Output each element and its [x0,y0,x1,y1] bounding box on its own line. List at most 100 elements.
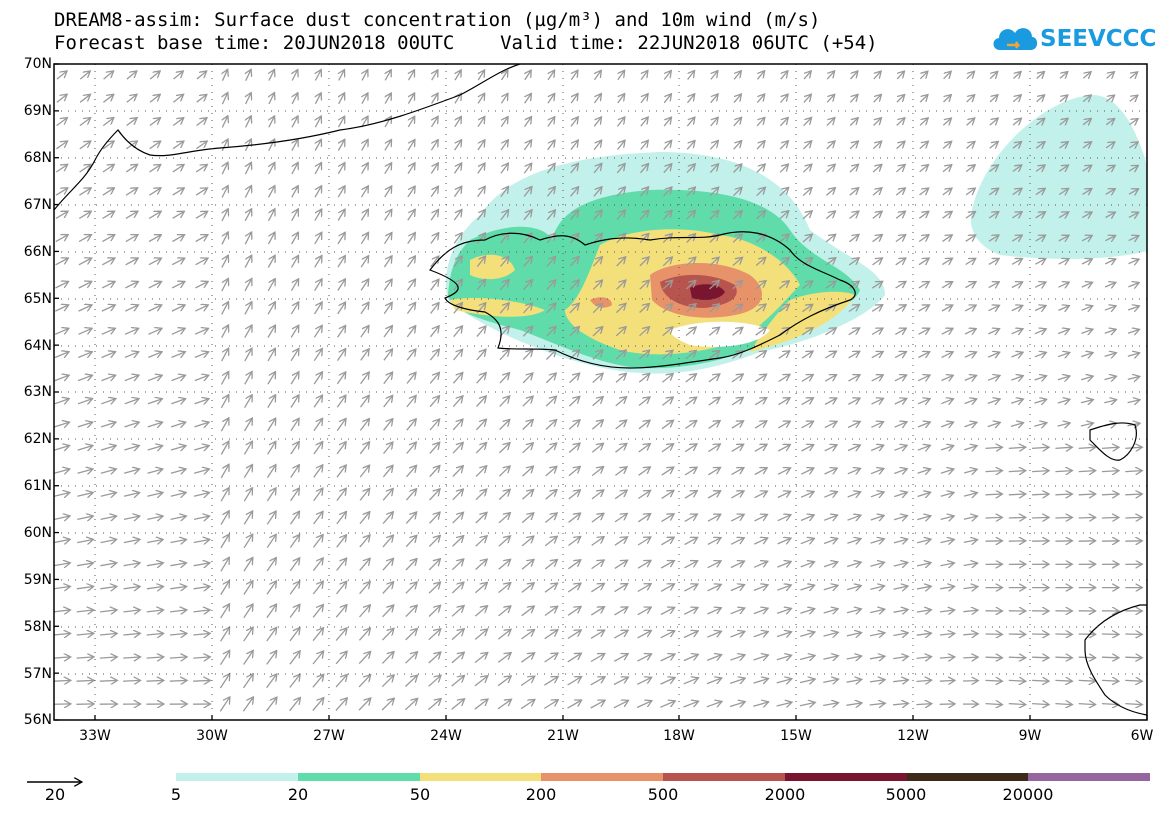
wind-arrow [1012,95,1021,102]
wind-arrow [430,209,438,221]
wind-arrow [869,633,885,636]
colorbar-label: 5000 [885,785,927,804]
wind-arrow [147,446,163,450]
wind-arrow [428,675,441,687]
wind-arrow [246,93,252,105]
wind-arrow [269,69,275,81]
wind-arrow [988,188,998,195]
wind-arrow [613,630,628,639]
wind-arrow [1081,376,1093,380]
wind-arrow [314,186,322,198]
wind-arrow [220,604,230,619]
wind-arrow [54,633,70,635]
wind-arrow [964,399,977,404]
wind-arrow [663,71,671,80]
wind-arrow [918,305,930,311]
wind-arrow [290,279,298,292]
wind-arrow [662,280,673,290]
wind-arrow [548,70,555,81]
wind-arrow [383,372,393,385]
wind-arrow [499,256,509,267]
wind-arrow [940,422,953,427]
wind-arrow [1128,283,1139,287]
wind-arrow [124,352,139,358]
wind-arrow [637,607,652,616]
wind-arrow [778,281,789,290]
wind-arrow [709,211,719,220]
wind-arrow [709,187,719,197]
colorbar-segment [297,773,420,781]
wind-arrow [1058,306,1069,311]
wind-arrow [267,255,275,268]
colorbar-label: 200 [525,785,557,804]
wind-arrow [846,679,862,682]
wind-arrow [1128,212,1139,217]
wind-arrow [731,468,744,476]
wind-arrow [54,422,70,427]
wind-arrow [314,279,322,291]
wind-arrow [570,210,579,221]
wind-arrow [54,399,70,404]
wind-arrow [544,606,558,617]
wind-arrow [103,71,114,80]
wind-arrow [893,610,909,613]
wind-arrow [453,349,463,361]
wind-arrow [522,466,534,477]
wind-arrow [54,469,70,473]
wind-arrow [663,187,672,197]
wind-arrow [1011,376,1023,380]
wind-arrow [662,257,672,267]
wind-arrow [521,653,534,663]
wind-arrow [615,373,626,383]
wind-arrow [359,512,370,525]
wind-arrow [568,420,580,430]
wind-arrow [406,326,415,338]
wind-arrow [78,211,91,219]
wind-arrow [360,326,369,338]
wind-arrow [269,116,275,128]
wind-arrow [987,352,1000,357]
wind-arrow [1008,517,1026,518]
wind-arrow [1081,259,1092,264]
wind-arrow [1105,119,1114,125]
wind-arrow [335,581,347,595]
wind-arrow [407,140,415,151]
wind-arrow [872,188,882,196]
wind-arrow [100,539,117,542]
wind-arrow [244,209,251,222]
wind-arrow [894,398,907,404]
wind-arrow [660,654,675,662]
wind-arrow [940,539,955,542]
wind-arrow [171,282,185,289]
wind-arrow [193,657,210,658]
wind-arrow [942,165,952,173]
wind-arrow [267,302,275,315]
wind-arrow [265,697,277,712]
wind-arrow [1059,118,1068,125]
wind-arrow [359,582,371,595]
wind-arrow [220,441,229,455]
wind-arrow [918,328,930,334]
wind-arrow [406,279,416,291]
wind-arrow [430,303,439,314]
wind-arrow [101,352,116,359]
wind-arrow [243,581,253,595]
colorbar-label: 500 [647,785,679,804]
wind-arrow [1128,189,1139,194]
wind-arrow [590,630,605,639]
wind-arrow [170,469,186,473]
wind-arrow [710,71,718,80]
wind-arrow [939,680,955,681]
wind-arrow [1058,259,1069,264]
wind-arrow [147,469,163,473]
wind-arrow [917,492,931,496]
wind-arrow [640,164,649,174]
wind-arrow [1082,72,1091,79]
wind-arrow [849,94,858,103]
wind-arrow [940,586,954,588]
wind-arrow [756,141,765,150]
wind-arrow [755,327,767,336]
wind-arrow [801,398,814,406]
wind-arrow [989,95,998,103]
wind-arrow [989,118,998,125]
